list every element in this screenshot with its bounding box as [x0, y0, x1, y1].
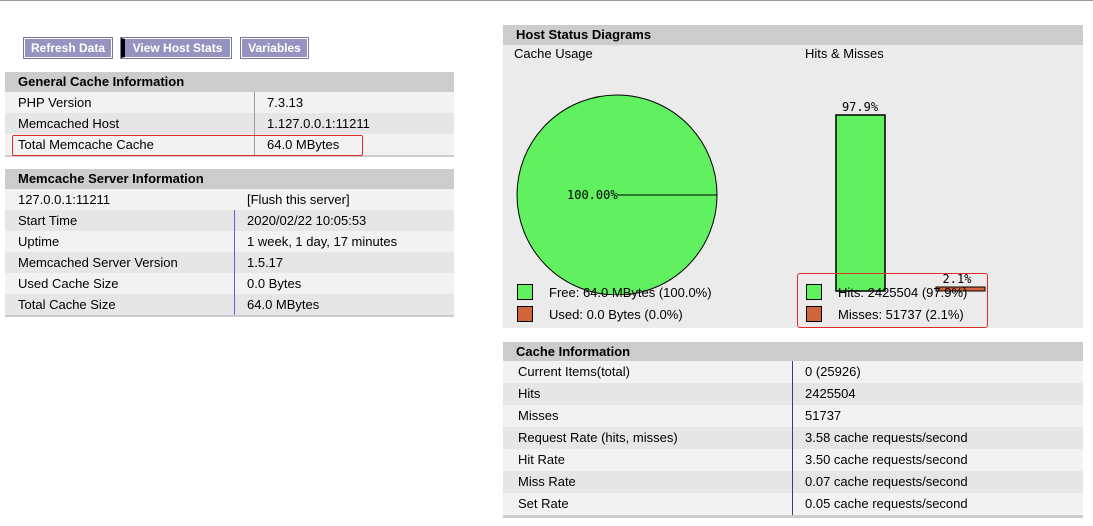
table-row: Request Rate (hits, misses) 3.58 cache r…	[503, 427, 1083, 449]
legend-used-text: Used: 0.0 Bytes (0.0%)	[549, 307, 683, 322]
row-value: 2020/02/22 10:05:53	[234, 210, 454, 231]
cache-information-table: Current Items(total) 0 (25926) Hits 2425…	[503, 361, 1083, 515]
flush-server-cell: [Flush this server]	[234, 189, 454, 210]
table-row: Total Cache Size 64.0 MBytes	[5, 294, 454, 315]
legend-free-swatch	[517, 284, 533, 300]
cache-information-title: Cache Information	[503, 342, 1083, 361]
row-key: Hit Rate	[503, 449, 793, 471]
row-value: 7.3.13	[254, 92, 454, 113]
hits-misses-bar-chart: 97.9% 2.1%	[835, 100, 986, 292]
row-value: 0.0 Bytes	[234, 273, 454, 294]
row-key: Miss Rate	[503, 471, 793, 493]
memcache-server-info-title: Memcache Server Information	[5, 169, 454, 189]
row-value: 64.0 MBytes	[234, 294, 454, 315]
hits-misses-column: Hits & Misses 97.9% 2.1% Hits: 2425504 (…	[792, 45, 1083, 328]
table-row: Memcached Host 1.127.0.0.1:11211	[5, 113, 454, 134]
row-key: Request Rate (hits, misses)	[503, 427, 793, 449]
flush-server-link[interactable]: [Flush this server]	[247, 192, 350, 207]
memcache-server-info-panel: Memcache Server Information 127.0.0.1:11…	[5, 169, 454, 317]
top-divider	[0, 0, 1093, 1]
cache-usage-pie-chart: 100.00%	[516, 94, 718, 295]
row-key: Set Rate	[503, 493, 793, 515]
host-status-diagrams-title: Host Status Diagrams	[503, 25, 1083, 45]
hits-misses-legend-highlight	[797, 273, 988, 328]
row-key: Total Cache Size	[5, 294, 235, 315]
cache-usage-label: Cache Usage	[514, 46, 593, 61]
row-value: 1 week, 1 day, 17 minutes	[234, 231, 454, 252]
bar-misses-value-label: 2.1%	[943, 272, 973, 286]
legend-misses-text: Misses: 51737 (2.1%)	[838, 307, 964, 322]
legend-hits-text: Hits: 2425504 (97.9%)	[838, 285, 968, 300]
legend-misses-swatch	[806, 306, 822, 322]
row-value: 1.5.17	[234, 252, 454, 273]
hits-misses-label: Hits & Misses	[805, 46, 884, 61]
memcache-server-info-table: 127.0.0.1:11211 [Flush this server] Star…	[5, 189, 454, 315]
legend-free-text: Free: 64.0 MBytes (100.0%)	[549, 285, 712, 300]
row-key: Start Time	[5, 210, 235, 231]
row-key: Total Memcache Cache	[5, 134, 255, 155]
pie-percent-label: 100.00%	[567, 188, 618, 202]
row-value: 51737	[792, 405, 1083, 427]
variables-button[interactable]: Variables	[241, 38, 308, 58]
table-row: Memcached Server Version 1.5.17	[5, 252, 454, 273]
table-row: Uptime 1 week, 1 day, 17 minutes	[5, 231, 454, 252]
host-status-diagrams-panel: Host Status Diagrams Cache Usage 100.00%…	[503, 25, 1083, 328]
legend-hits-swatch	[806, 284, 822, 300]
row-key: Current Items(total)	[503, 361, 793, 383]
refresh-data-button[interactable]: Refresh Data	[24, 38, 112, 58]
table-row: Set Rate 0.05 cache requests/second	[503, 493, 1083, 515]
bar-misses	[935, 286, 986, 292]
row-value: 0.05 cache requests/second	[792, 493, 1083, 515]
row-value: 2425504	[792, 383, 1083, 405]
table-row: Misses 51737	[503, 405, 1083, 427]
table-row: Hits 2425504	[503, 383, 1083, 405]
row-value: 64.0 MBytes	[254, 134, 454, 155]
table-row: Total Memcache Cache 64.0 MBytes	[5, 134, 454, 155]
table-row: PHP Version 7.3.13	[5, 92, 454, 113]
row-value: 0 (25926)	[792, 361, 1083, 383]
row-value: 3.58 cache requests/second	[792, 427, 1083, 449]
row-key: Used Cache Size	[5, 273, 235, 294]
view-host-stats-button[interactable]: View Host Stats	[121, 38, 231, 58]
row-key: Hits	[503, 383, 793, 405]
row-value: 3.50 cache requests/second	[792, 449, 1083, 471]
table-row: Start Time 2020/02/22 10:05:53	[5, 210, 454, 231]
table-row: Miss Rate 0.07 cache requests/second	[503, 471, 1083, 493]
table-row: 127.0.0.1:11211 [Flush this server]	[5, 189, 454, 210]
general-cache-info-table: PHP Version 7.3.13 Memcached Host 1.127.…	[5, 92, 454, 155]
general-cache-info-panel: General Cache Information PHP Version 7.…	[5, 72, 454, 157]
row-key: Uptime	[5, 231, 235, 252]
cache-information-panel: Cache Information Current Items(total) 0…	[503, 342, 1083, 518]
table-row: Used Cache Size 0.0 Bytes	[5, 273, 454, 294]
legend-used-swatch	[517, 306, 533, 322]
total-memcache-highlight	[12, 135, 363, 156]
bar-hits-value-label: 97.9%	[842, 100, 879, 114]
row-value: 0.07 cache requests/second	[792, 471, 1083, 493]
row-key: Memcached Server Version	[5, 252, 235, 273]
server-host: 127.0.0.1:11211	[5, 189, 235, 210]
row-key: Misses	[503, 405, 793, 427]
row-key: Memcached Host	[5, 113, 255, 134]
bar-hits	[835, 114, 886, 292]
table-row: Hit Rate 3.50 cache requests/second	[503, 449, 1083, 471]
table-row: Current Items(total) 0 (25926)	[503, 361, 1083, 383]
row-key: PHP Version	[5, 92, 255, 113]
cache-usage-column: Cache Usage 100.00% Free: 64.0 MBytes (1…	[503, 45, 792, 328]
general-cache-info-title: General Cache Information	[5, 72, 454, 92]
row-value: 1.127.0.0.1:11211	[254, 113, 454, 134]
